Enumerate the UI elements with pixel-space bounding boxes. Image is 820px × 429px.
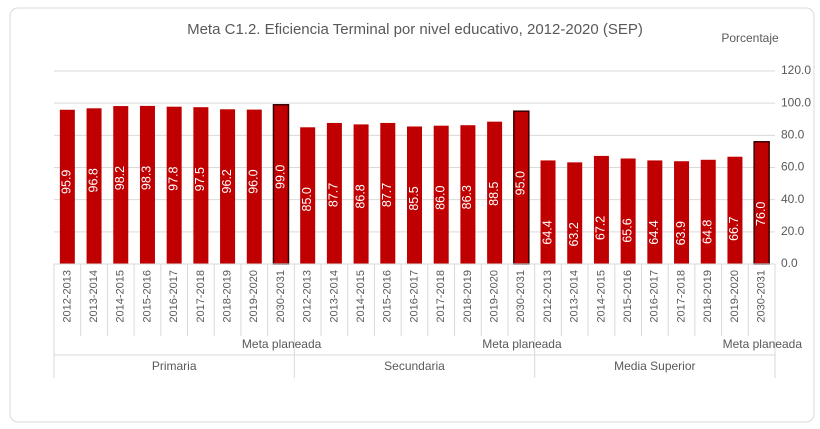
bar xyxy=(407,126,422,264)
x-tick-label: 2013-2014 xyxy=(88,270,100,323)
data-label: 87.7 xyxy=(327,183,341,207)
x-tick-label: 2030-2031 xyxy=(275,270,287,323)
data-label: 86.3 xyxy=(460,185,474,209)
x-tick-label: 2013-2014 xyxy=(569,270,581,323)
x-tick-label: 2018-2019 xyxy=(702,270,714,323)
bar xyxy=(113,106,129,264)
bar xyxy=(460,125,476,264)
bar xyxy=(353,124,369,264)
group-label: Secundaria xyxy=(384,359,445,373)
data-label: 66.7 xyxy=(727,217,741,241)
x-tick-label: 2015-2016 xyxy=(382,270,394,323)
data-label: 67.2 xyxy=(594,216,608,240)
x-tick-label: 2018-2019 xyxy=(462,270,474,323)
data-label: 99.0 xyxy=(273,165,287,189)
bar xyxy=(487,121,503,264)
data-label: 85.0 xyxy=(300,187,314,211)
x-tick-label: 2019-2020 xyxy=(729,270,741,323)
data-label: 96.2 xyxy=(220,169,234,193)
target-label: Meta planeada xyxy=(482,337,562,351)
y-tick-label: 0.0 xyxy=(781,256,798,270)
x-tick-label: 2014-2015 xyxy=(115,270,127,323)
bar xyxy=(166,106,182,264)
bar xyxy=(380,122,396,265)
x-tick-label: 2017-2018 xyxy=(195,270,207,323)
bar xyxy=(700,159,716,264)
data-label: 86.8 xyxy=(353,184,367,208)
data-label: 86.0 xyxy=(434,185,448,209)
data-label: 98.2 xyxy=(113,166,127,190)
data-label: 88.5 xyxy=(487,181,501,205)
x-tick-label: 2017-2018 xyxy=(435,270,447,323)
target-label: Meta planeada xyxy=(723,337,803,351)
y-tick-label: 60.0 xyxy=(781,160,805,174)
x-tick-label: 2013-2014 xyxy=(328,270,340,323)
bar xyxy=(433,125,449,264)
data-label: 85.5 xyxy=(407,186,421,210)
bar xyxy=(193,107,209,264)
data-label: 76.0 xyxy=(754,202,768,226)
data-label: 63.9 xyxy=(674,221,688,245)
bar xyxy=(540,160,556,264)
data-label: 96.0 xyxy=(247,169,261,193)
data-label: 98.3 xyxy=(140,166,154,190)
x-tick-label: 2019-2020 xyxy=(489,270,501,323)
bar xyxy=(593,155,609,264)
bar xyxy=(567,162,583,264)
data-label: 64.4 xyxy=(647,220,661,244)
bar xyxy=(727,156,743,264)
y-tick-label: 40.0 xyxy=(781,192,805,206)
x-tick-label: 2016-2017 xyxy=(168,270,180,323)
x-tick-label: 2019-2020 xyxy=(248,270,260,323)
chart-title: Meta C1.2. Eficiencia Terminal por nivel… xyxy=(187,21,643,38)
bar xyxy=(300,127,316,265)
x-tick-label: 2030-2031 xyxy=(515,270,527,323)
bar xyxy=(647,160,663,264)
bar xyxy=(220,109,236,264)
y-tick-label: 120.0 xyxy=(781,63,811,77)
data-label: 96.8 xyxy=(86,168,100,192)
data-label: 97.5 xyxy=(193,167,207,191)
x-tick-label: 2012-2013 xyxy=(61,270,73,323)
x-tick-label: 2016-2017 xyxy=(408,270,420,323)
bar xyxy=(86,108,102,265)
data-label: 95.0 xyxy=(514,171,528,195)
y-axis-label: Porcentaje xyxy=(721,31,779,45)
y-tick-label: 20.0 xyxy=(781,224,805,238)
x-tick-label: 2030-2031 xyxy=(756,270,768,323)
target-label: Meta planeada xyxy=(242,337,322,351)
bar xyxy=(674,161,690,264)
bar xyxy=(139,105,155,264)
x-tick-label: 2012-2013 xyxy=(302,270,314,323)
x-tick-label: 2018-2019 xyxy=(221,270,233,323)
data-label: 64.8 xyxy=(701,220,715,244)
group-label: Primaria xyxy=(152,359,197,373)
x-tick-label: 2016-2017 xyxy=(649,270,661,323)
data-label: 97.8 xyxy=(166,167,180,191)
x-tick-label: 2012-2013 xyxy=(542,270,554,323)
y-tick-label: 100.0 xyxy=(781,95,811,109)
bar xyxy=(59,109,75,264)
x-tick-label: 2015-2016 xyxy=(141,270,153,323)
data-label: 65.6 xyxy=(620,218,634,242)
data-label: 95.9 xyxy=(60,170,74,194)
data-label: 64.4 xyxy=(540,220,554,244)
x-tick-label: 2017-2018 xyxy=(675,270,687,323)
data-label: 63.2 xyxy=(567,222,581,246)
y-tick-label: 80.0 xyxy=(781,128,805,142)
x-tick-label: 2014-2015 xyxy=(355,270,367,323)
x-tick-label: 2015-2016 xyxy=(622,270,634,323)
x-tick-label: 2014-2015 xyxy=(595,270,607,323)
data-label: 87.7 xyxy=(380,183,394,207)
bar xyxy=(620,158,636,264)
group-label: Media Superior xyxy=(614,359,695,373)
bar xyxy=(326,122,342,265)
bar xyxy=(246,109,262,264)
